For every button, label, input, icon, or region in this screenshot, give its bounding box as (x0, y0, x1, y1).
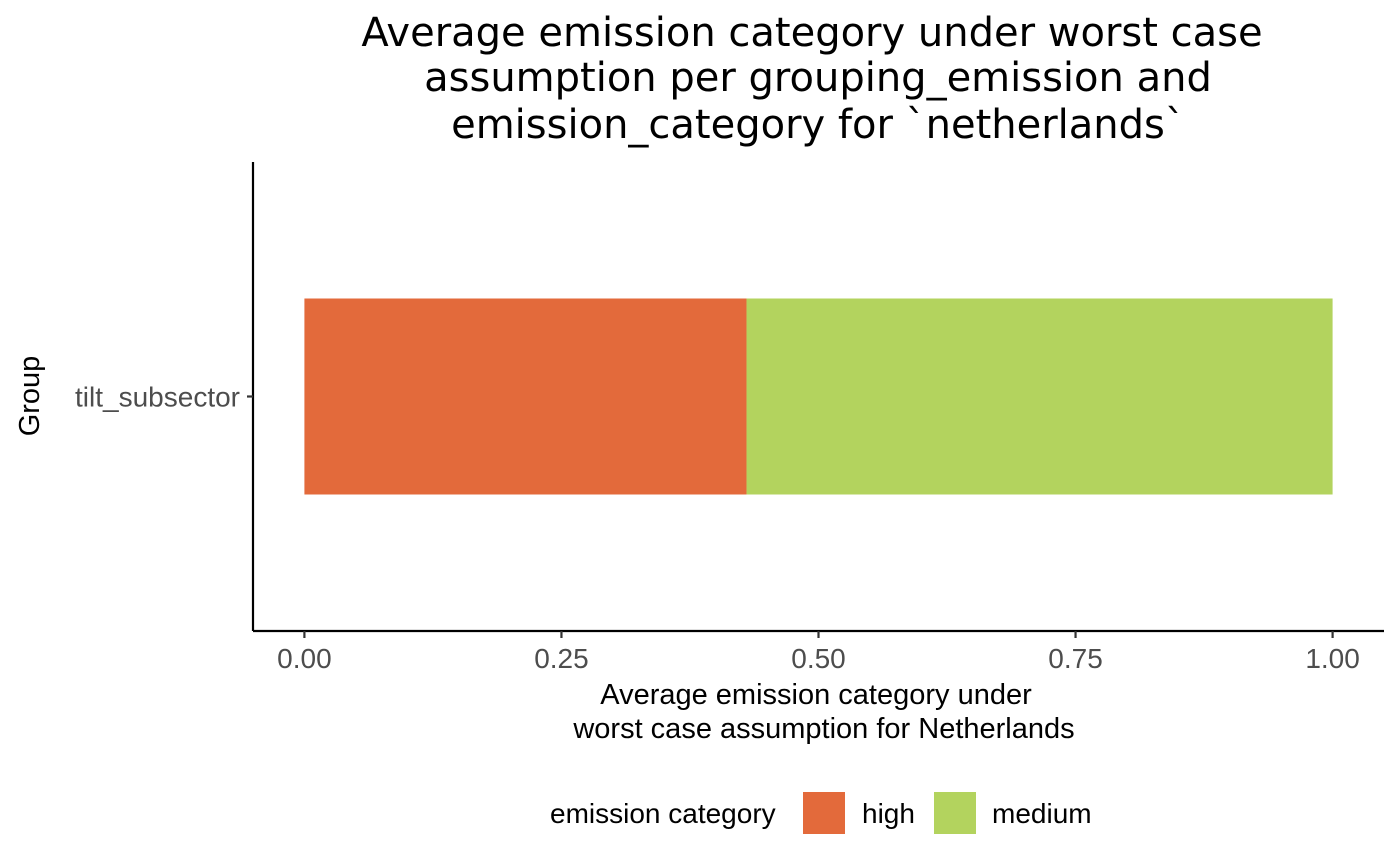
legend: emission category high medium (550, 792, 1092, 834)
x-axis-title: Average emission category under worst ca… (572, 679, 1074, 745)
chart-title-line-3: emission_category for `netherlands` (451, 102, 1185, 148)
x-tick-label: 0.75 (1048, 643, 1103, 674)
x-tick-label: 0.25 (534, 643, 589, 674)
plot-panel (304, 298, 1333, 495)
y-axis-ticks: tilt_subsector (75, 382, 253, 413)
y-axis-title: Group (14, 356, 46, 437)
chart-title-line-2: assumption per grouping_emission and (424, 55, 1212, 101)
legend-key-medium (934, 792, 976, 834)
bar-high-tilt_subsector (304, 298, 747, 495)
y-tick-label: tilt_subsector (75, 382, 240, 413)
bar-medium-tilt_subsector (746, 298, 1333, 495)
x-axis-ticks: 0.00 0.25 0.50 0.75 1.00 (277, 631, 1360, 674)
x-axis-title-line-2: worst case assumption for Netherlands (572, 713, 1074, 745)
x-tick-label: 1.00 (1305, 643, 1360, 674)
x-tick-label: 0.50 (791, 643, 846, 674)
chart-title-line-1: Average emission category under worst ca… (361, 10, 1262, 56)
chart-title: Average emission category under worst ca… (361, 10, 1262, 148)
legend-label-medium: medium (992, 798, 1092, 829)
x-tick-label: 0.00 (277, 643, 332, 674)
legend-label-high: high (862, 798, 915, 829)
x-axis-title-line-1: Average emission category under (600, 679, 1032, 711)
legend-title: emission category (550, 798, 776, 829)
legend-key-high (803, 792, 845, 834)
